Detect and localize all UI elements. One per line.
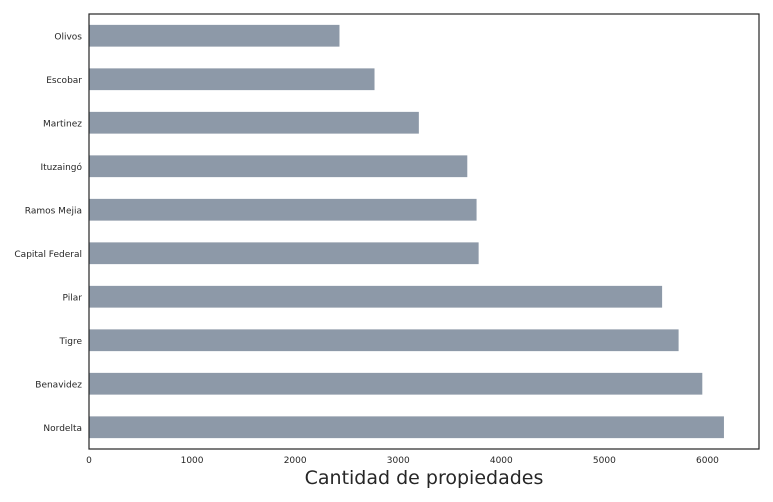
y-tick-label-martinez: Martinez	[43, 119, 82, 129]
y-tick-label-pilar: Pilar	[63, 293, 83, 303]
bar-nordelta	[89, 416, 724, 439]
y-tick-label-benavidez: Benavidez	[35, 380, 82, 390]
y-tick-label-ituzaingo: Ituzaingó	[40, 162, 82, 173]
x-tick-label-0: 0	[86, 456, 92, 466]
x-tick-label-3000: 3000	[387, 456, 410, 466]
y-tick-label-capital-federal: Capital Federal	[14, 250, 82, 260]
bar-benavidez	[89, 372, 703, 395]
bar-capital-federal	[89, 242, 479, 265]
y-tick-label-ramos-mejia: Ramos Mejia	[25, 206, 82, 216]
x-tick-label-2000: 2000	[284, 456, 307, 466]
bars-group	[89, 24, 724, 439]
bar-ituzaingo	[89, 155, 468, 178]
plot-frame	[88, 13, 760, 450]
x-tick-label-1000: 1000	[181, 456, 204, 466]
y-tick-labels: Nordelta Benavidez Tigre Pilar Capital Feder…	[14, 32, 82, 434]
bar-olivos	[89, 24, 340, 47]
x-tick-label-5000: 5000	[593, 456, 616, 466]
x-axis-title: Cantidad de propiedades	[305, 467, 544, 489]
bar-pilar	[89, 285, 663, 308]
x-ticks: 0 1000 2000 3000 4000 5000 6000	[86, 456, 719, 466]
bar-martinez	[89, 111, 419, 134]
bar-escobar	[89, 68, 375, 91]
y-tick-label-tigre: Tigre	[59, 337, 83, 347]
y-tick-label-olivos: Olivos	[54, 32, 82, 42]
bar-tigre	[89, 329, 679, 352]
y-tick-label-escobar: Escobar	[46, 76, 82, 86]
x-tick-label-6000: 6000	[696, 456, 719, 466]
x-tick-label-4000: 4000	[490, 456, 513, 466]
bar-ramos-mejia	[89, 198, 477, 221]
y-tick-label-nordelta: Nordelta	[43, 424, 82, 434]
